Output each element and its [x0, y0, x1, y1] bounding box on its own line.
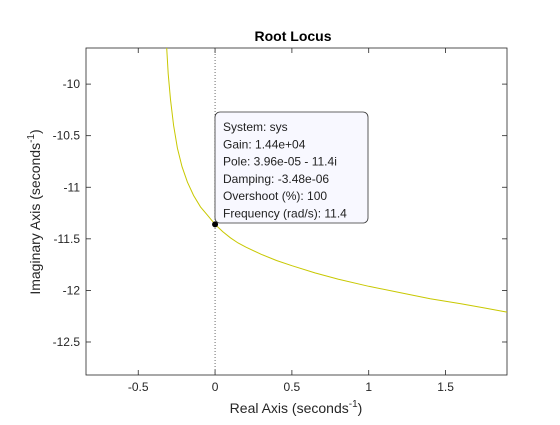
- datatip-line: System: sys: [223, 120, 288, 134]
- datatip-line: Overshoot (%): 100: [223, 189, 327, 203]
- datatip-line: Damping: -3.48e-06: [223, 172, 329, 186]
- y-axis-label-sup: -1: [26, 134, 37, 143]
- x-axis-label-text: Real Axis (seconds: [230, 400, 349, 416]
- datatip-box: [214, 111, 369, 224]
- locus-branch[interactable]: [166, 47, 508, 313]
- y-tick-label: -10.5: [53, 129, 81, 143]
- datatip[interactable]: System: sys Gain: 1.44e+04 Pole: 3.96e-05 …: [214, 111, 369, 224]
- y-axis-label-text: Imaginary Axis (seconds: [27, 143, 43, 295]
- datatip-line: Gain: 1.44e+04: [223, 137, 306, 151]
- y-tick-label: -12.5: [53, 335, 81, 349]
- x-tick-label: -0.5: [128, 380, 149, 394]
- y-tick-label: -12: [63, 283, 81, 297]
- y-axis-ticks: -10 -10.5 -11 -11.5 -12 -12.5: [53, 77, 507, 349]
- datatip-line: Pole: 3.96e-05 - 11.4i: [223, 155, 337, 169]
- chart-title: Root Locus: [255, 28, 332, 44]
- y-axis-label-tail: ): [27, 129, 43, 134]
- x-tick-label: 1.5: [437, 380, 454, 394]
- x-axis-label-tail: ): [358, 400, 363, 416]
- datatip-lines: System: sys Gain: 1.44e+04 Pole: 3.96e-05 …: [223, 120, 347, 221]
- x-tick-label: 1: [365, 380, 372, 394]
- x-tick-label: 0: [212, 380, 219, 394]
- locus-series-group: [166, 47, 508, 313]
- y-tick-label: -10: [63, 77, 81, 91]
- selected-pole-marker[interactable]: [212, 221, 219, 228]
- x-axis-label: Real Axis (seconds-1): [230, 399, 363, 416]
- y-tick-label: -11: [64, 180, 81, 194]
- x-axis-label-sup: -1: [349, 399, 358, 410]
- x-axis-ticks: -0.5 0 0.5 1 1.5: [128, 48, 454, 394]
- y-tick-label: -11.5: [54, 232, 81, 246]
- x-tick-label: 0.5: [284, 380, 301, 394]
- y-axis-label: Imaginary Axis (seconds-1): [26, 129, 43, 294]
- datatip-line: Frequency (rad/s): 11.4: [223, 207, 347, 221]
